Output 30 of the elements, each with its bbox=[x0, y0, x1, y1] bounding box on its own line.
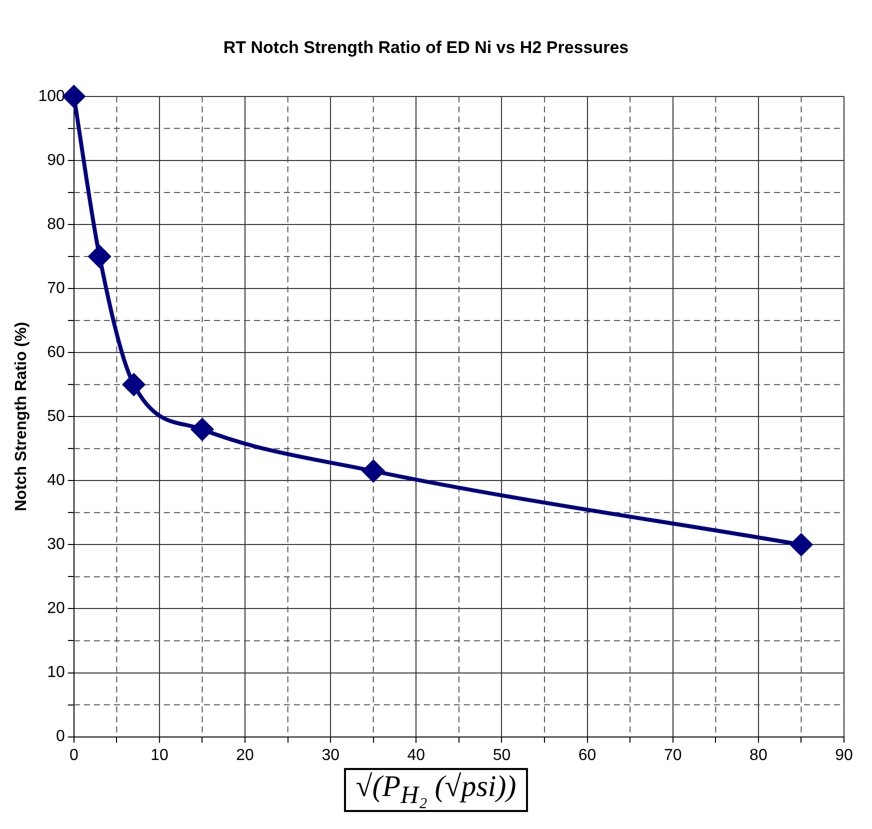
y-tick-label: 50 bbox=[47, 408, 65, 426]
x-tick-label: 40 bbox=[407, 746, 426, 764]
point bbox=[362, 460, 384, 482]
y-axis-title: Notch Strength Ratio (%) bbox=[13, 322, 30, 512]
point bbox=[88, 246, 111, 268]
x-tick-label: 70 bbox=[664, 746, 682, 764]
point bbox=[191, 418, 214, 440]
y-tick-label: 20 bbox=[47, 600, 65, 618]
x-axis-title: √(P$_{H₂}$ (√psi)) bbox=[344, 768, 528, 812]
y-tick-label: 40 bbox=[47, 472, 65, 490]
y-tick-label: 60 bbox=[47, 344, 65, 361]
chart-title: RT Notch Strength Ratio of ED Ni vs H2 Pressures bbox=[223, 38, 629, 57]
x-tick-label: 0 bbox=[69, 746, 78, 764]
y-tick-label: 0 bbox=[56, 728, 65, 746]
point bbox=[122, 374, 145, 396]
point bbox=[790, 534, 812, 556]
x-tick-label: 50 bbox=[492, 746, 511, 764]
point bbox=[62, 85, 85, 108]
y-tick-label: 100 bbox=[38, 88, 65, 105]
x-tick-label: 20 bbox=[236, 746, 254, 764]
y-tick-label: 10 bbox=[47, 664, 65, 682]
x-tick-label: 10 bbox=[150, 746, 168, 764]
x-tick-label: 60 bbox=[578, 746, 596, 764]
x-tick-label: 80 bbox=[750, 746, 768, 764]
x-tick-label: 90 bbox=[835, 746, 853, 764]
y-tick-label: 70 bbox=[47, 280, 65, 297]
x-tick-label: 30 bbox=[322, 746, 340, 764]
y-tick-label: 30 bbox=[47, 536, 65, 554]
y-tick-label: 90 bbox=[47, 152, 65, 169]
y-tick-label: 80 bbox=[47, 216, 65, 233]
